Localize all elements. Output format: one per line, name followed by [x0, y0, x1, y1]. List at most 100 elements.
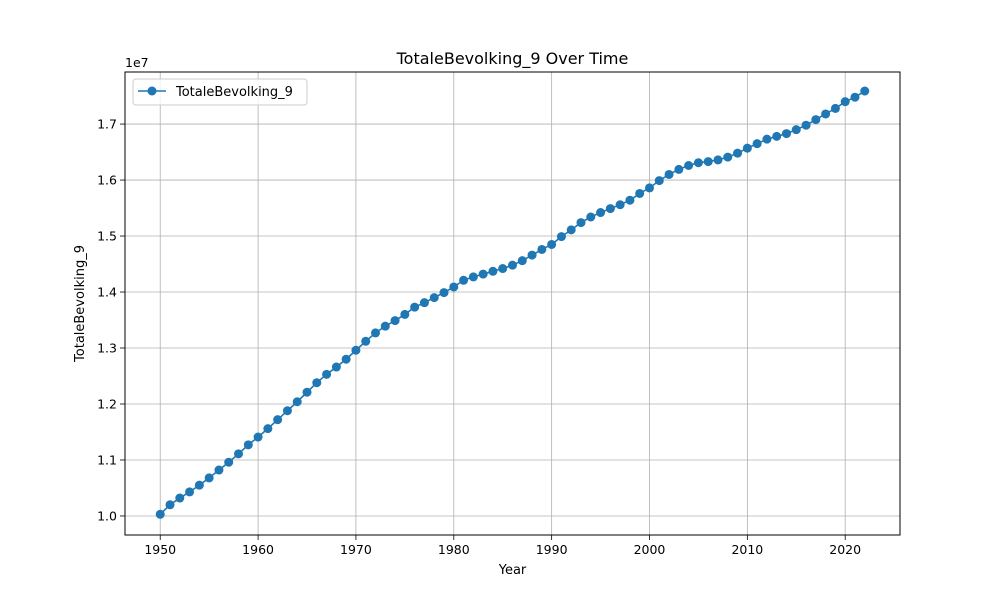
y-axis-label: TotaleBevolking_9 — [73, 245, 88, 363]
data-point — [390, 316, 400, 326]
y-tick-label: 1.6 — [97, 173, 117, 188]
x-tick-label: 1950 — [144, 542, 176, 557]
legend-entry: TotaleBevolking_9 — [175, 85, 293, 100]
data-point — [733, 148, 743, 158]
data-point — [674, 164, 684, 174]
data-point — [341, 354, 351, 364]
data-point — [253, 432, 263, 442]
x-tick-label: 1960 — [242, 542, 274, 557]
data-point — [214, 465, 224, 475]
data-point — [830, 103, 840, 113]
data-point — [263, 424, 273, 434]
y-tick-label: 1.2 — [97, 396, 117, 411]
data-point — [811, 115, 821, 125]
series-layer — [155, 86, 870, 519]
chart-title: TotaleBevolking_9 Over Time — [396, 49, 629, 69]
data-point — [615, 200, 625, 210]
x-axis-ticks: 1950 1960 1970 1980 1990 2000 2010 2020 — [144, 535, 861, 557]
data-point — [351, 345, 361, 355]
y-axis-ticks: 1.0 1.1 1.2 1.3 1.4 1.5 1.6 1.7 — [97, 117, 125, 523]
data-point — [654, 176, 664, 186]
data-point — [302, 387, 312, 397]
data-point — [850, 92, 860, 102]
data-point — [576, 218, 586, 228]
data-point — [527, 250, 537, 260]
data-point — [224, 457, 234, 467]
data-point — [194, 480, 204, 490]
data-point — [400, 309, 410, 319]
x-tick-label: 1980 — [438, 542, 470, 557]
data-point — [684, 161, 694, 170]
data-point — [204, 473, 214, 483]
y-tick-label: 1.0 — [97, 508, 117, 523]
data-point — [459, 275, 469, 285]
data-point — [596, 208, 606, 218]
data-point — [243, 440, 253, 450]
data-point — [791, 125, 801, 135]
data-point — [723, 152, 733, 162]
data-point — [703, 157, 713, 167]
data-point — [429, 293, 439, 303]
data-point — [312, 378, 322, 388]
data-point — [586, 212, 596, 222]
y-tick-label: 1.7 — [97, 117, 117, 132]
data-point — [713, 155, 723, 165]
data-point — [322, 369, 332, 379]
plot-frame — [124, 71, 901, 536]
data-point — [331, 362, 341, 372]
data-point — [449, 282, 459, 292]
data-point — [693, 158, 703, 168]
data-point — [801, 120, 811, 130]
data-point — [361, 336, 371, 346]
x-tick-label: 2000 — [634, 542, 666, 557]
data-point — [498, 264, 508, 274]
data-point — [419, 298, 429, 308]
y-axis-offset-label: 1e7 — [125, 55, 149, 70]
data-point — [781, 129, 791, 139]
data-point — [635, 188, 645, 198]
data-point — [556, 232, 566, 242]
data-point — [517, 256, 527, 266]
data-point — [625, 195, 635, 205]
data-point — [439, 288, 449, 298]
y-tick-label: 1.5 — [97, 229, 117, 244]
data-point — [840, 97, 850, 107]
data-point — [468, 272, 478, 282]
data-point — [371, 328, 381, 338]
data-point — [273, 415, 283, 425]
data-point — [537, 244, 547, 254]
data-point — [488, 266, 498, 276]
data-point — [605, 204, 615, 214]
data-point — [282, 406, 292, 416]
y-tick-label: 1.3 — [97, 341, 117, 356]
data-point — [508, 260, 517, 270]
data-point — [644, 183, 654, 193]
data-point — [165, 500, 175, 510]
data-point — [742, 143, 752, 153]
x-tick-label: 2020 — [829, 542, 861, 557]
x-tick-label: 1970 — [340, 542, 372, 557]
data-point — [478, 269, 488, 279]
data-point — [762, 134, 772, 144]
data-point — [860, 86, 870, 96]
data-point — [292, 397, 302, 407]
legend-marker-swatch — [147, 86, 157, 96]
y-tick-label: 1.1 — [97, 452, 117, 467]
data-point — [664, 169, 674, 179]
x-axis-label: Year — [498, 563, 527, 578]
x-tick-label: 2010 — [731, 542, 763, 557]
data-point — [155, 509, 165, 519]
data-point — [185, 487, 195, 497]
data-point — [380, 321, 390, 331]
x-tick-label: 1990 — [536, 542, 568, 557]
y-tick-label: 1.4 — [97, 285, 117, 300]
grid — [125, 72, 900, 535]
data-point — [547, 239, 557, 249]
data-point — [752, 139, 762, 149]
data-point — [566, 225, 576, 235]
data-point — [175, 493, 185, 503]
legend-box — [132, 78, 308, 106]
data-point — [234, 449, 244, 459]
data-point — [772, 131, 782, 141]
